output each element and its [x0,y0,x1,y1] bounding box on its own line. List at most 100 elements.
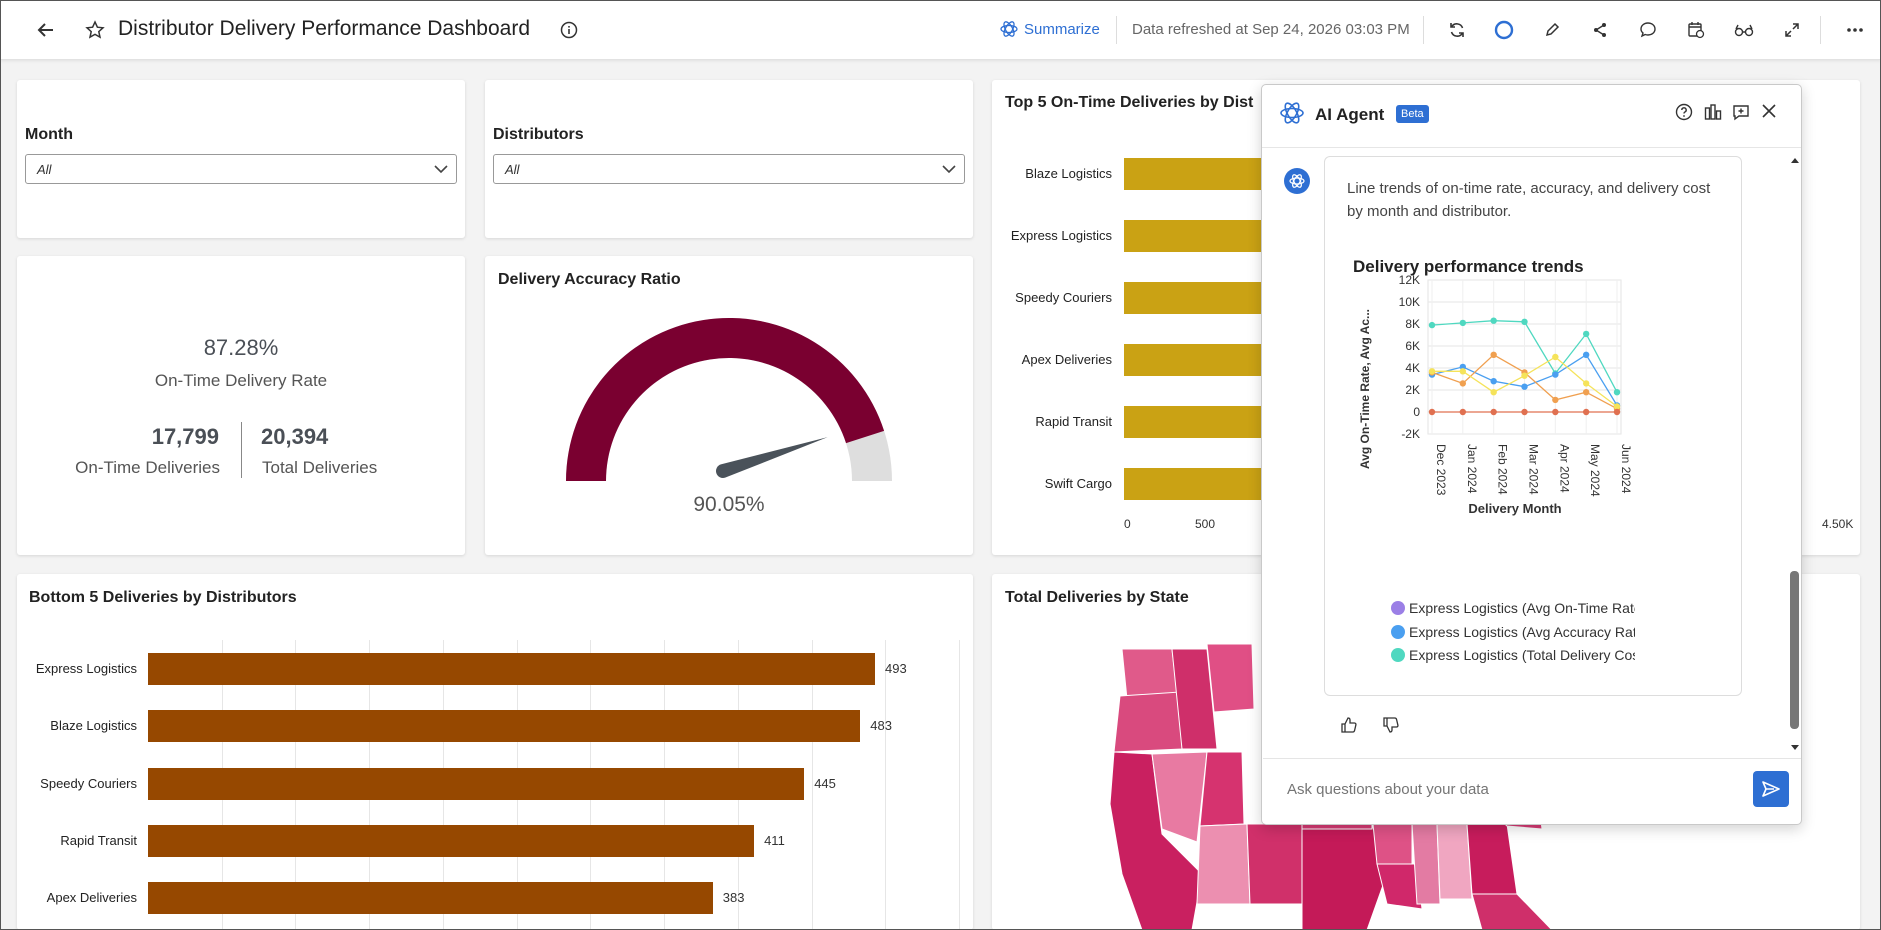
month-dropdown[interactable]: All [25,154,457,184]
state-florida [1471,893,1553,930]
series-point[interactable] [1613,403,1621,410]
scrollbar-thumb[interactable] [1790,571,1799,729]
series-point[interactable] [1459,408,1467,416]
refresh-timestamp: Data refreshed at Sep 24, 2026 03:03 PM [1132,21,1410,38]
y-tick-label: 6K [1405,339,1420,353]
help-icon[interactable] [1675,103,1693,126]
share-icon[interactable] [1589,19,1611,41]
total-deliveries-value: 20,394 [261,424,329,449]
ask-question-input[interactable] [1287,781,1687,798]
bottom5-bar[interactable] [148,710,861,743]
y-tick-label: 2K [1405,383,1420,397]
series-point[interactable] [1521,383,1528,390]
comment-icon[interactable] [1637,19,1659,41]
top5-bar[interactable] [1124,468,1264,500]
x-tick-label: Jun 2024 [1619,444,1633,494]
legend-label: Express Logistics (Total Delivery Cost) [1409,647,1635,663]
bottom5-bar[interactable] [148,767,805,800]
star-icon[interactable] [83,18,107,42]
bottom5-bar[interactable] [148,653,875,685]
refresh-icon[interactable] [1446,19,1468,41]
fullscreen-icon[interactable] [1781,19,1803,41]
top5-category-label: Swift Cargo [1044,476,1112,491]
legend-item[interactable]: Express Logistics (Avg Accuracy Rate) [1391,624,1635,640]
x-tick-label: Dec 2023 [1434,444,1448,496]
series-point[interactable] [1582,351,1590,358]
series-point[interactable] [1490,389,1497,396]
x-tick-label: Mar 2024 [1527,444,1541,495]
series-point[interactable] [1521,318,1528,325]
ai-panel-title: AI Agent [1315,105,1385,124]
series-point[interactable] [1613,389,1621,396]
more-options-icon[interactable] [1844,19,1866,41]
send-icon [1762,781,1780,797]
legend-item[interactable]: Express Logistics (Total Delivery Cost) [1391,647,1635,663]
x-axis-label: Delivery Month [1468,501,1561,516]
ai-atom-icon [1000,21,1018,37]
bottom5-bar[interactable] [148,882,713,915]
series-point[interactable] [1459,363,1467,371]
on-time-rate-value: 87.28% [203,335,279,360]
state-oregon [1113,691,1183,753]
view-glasses-icon[interactable] [1733,19,1755,41]
y-tick-label: 0 [1413,405,1420,419]
series-point[interactable] [1490,408,1497,416]
series-point[interactable] [1552,408,1559,416]
top5-bar[interactable] [1124,344,1264,376]
distributors-dropdown[interactable]: All [493,154,965,184]
page-title: Distributor Delivery Performance Dashboa… [118,17,530,40]
series-point[interactable] [1582,389,1590,396]
edit-pencil-icon[interactable] [1541,19,1563,41]
chevron-down-icon [942,165,956,174]
top5-tick-0: 0 [1124,517,1131,531]
gauge-chart [566,318,892,481]
series-point[interactable] [1428,321,1436,329]
legend-swatch [1391,648,1405,662]
gridline [959,640,961,930]
distributors-filter-label: Distributors [493,126,584,143]
series-point[interactable] [1490,351,1497,358]
top5-bar[interactable] [1124,406,1264,438]
series-point[interactable] [1490,378,1497,385]
scroll-up-arrow-icon[interactable] [1789,155,1801,167]
series-point[interactable] [1428,368,1436,375]
bottom5-bar[interactable] [148,824,755,857]
series-point[interactable] [1521,372,1528,379]
ai-scrollbar[interactable] [1789,155,1801,755]
top5-bar[interactable] [1124,220,1264,252]
bottom5-category-label: Blaze Logistics [50,718,137,734]
bottom5-category-label: Speedy Couriers [40,775,137,791]
series-point[interactable] [1459,319,1467,327]
schedule-calendar-icon[interactable] [1685,19,1707,41]
summarize-button[interactable]: Summarize [1000,20,1100,38]
back-arrow-icon[interactable] [34,18,58,42]
top5-bar[interactable] [1124,158,1264,190]
scroll-down-arrow-icon[interactable] [1789,741,1801,753]
series-point[interactable] [1613,408,1621,416]
series-point[interactable] [1428,408,1436,416]
series-point[interactable] [1582,330,1590,338]
series-point[interactable] [1552,396,1559,404]
send-button[interactable] [1753,771,1789,807]
top5-category-label: Speedy Couriers [1015,290,1112,305]
info-icon[interactable] [558,19,580,41]
series-point[interactable] [1582,408,1590,416]
series-point[interactable] [1521,408,1528,416]
dashboard-layout-icon[interactable] [1704,103,1722,126]
series-point[interactable] [1582,380,1590,387]
thumbs-down-icon[interactable] [1382,716,1400,739]
series-point[interactable] [1552,371,1559,378]
new-chat-icon[interactable] [1732,103,1750,126]
top5-bar[interactable] [1124,282,1264,314]
close-icon[interactable] [1761,103,1777,124]
state-mississippi [1411,823,1441,905]
thumbs-up-icon[interactable] [1340,716,1358,739]
distributors-dropdown-value: All [505,162,520,177]
legend-item[interactable]: Express Logistics (Avg On-Time Rate) [1391,600,1635,616]
series-point[interactable] [1552,353,1559,361]
series-point[interactable] [1459,368,1467,375]
bottom5-value-label: 445 [814,775,836,791]
series-point[interactable] [1459,380,1467,387]
bottom5-value-label: 483 [870,718,892,734]
series-point[interactable] [1490,317,1497,324]
